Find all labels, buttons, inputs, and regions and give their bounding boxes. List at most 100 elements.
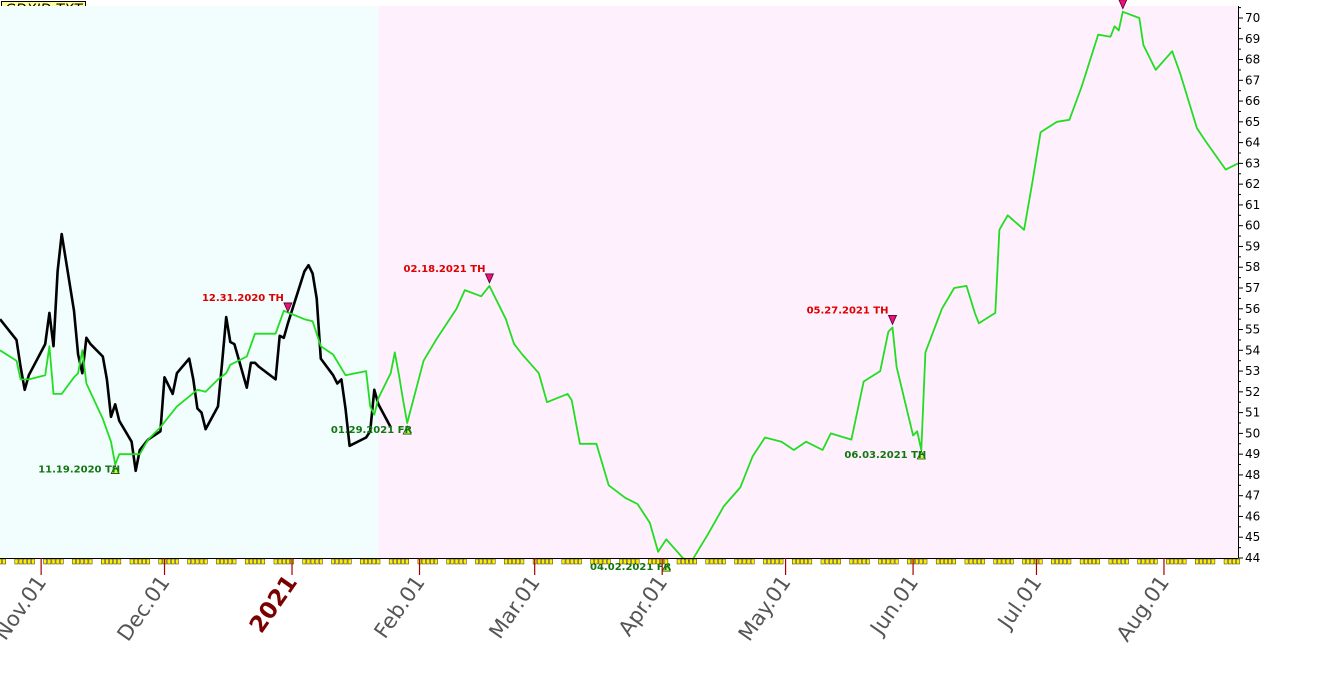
x-day-tick (175, 558, 179, 565)
x-tick-label: Jul.01 (992, 571, 1046, 635)
x-tick-label: Apr.01 (614, 571, 673, 640)
x-day-tick (833, 558, 837, 565)
x-day-tick (220, 558, 224, 565)
x-day-tick (771, 558, 776, 565)
x-day-tick (685, 558, 689, 565)
x-day-tick (109, 558, 113, 565)
peak-marker (283, 302, 293, 313)
x-day-tick (627, 558, 632, 565)
x-day-tick (792, 558, 796, 565)
y-tick-label: 54 (1245, 343, 1260, 357)
x-day-tick (508, 558, 512, 565)
peak-marker (887, 314, 898, 326)
peak-label: 07.22.2021 TH (1037, 0, 1119, 1)
x-day-tick (22, 558, 27, 565)
x-day-tick (1030, 558, 1035, 565)
x-day-tick (142, 558, 146, 565)
shaded-regions (0, 6, 1238, 558)
x-day-tick (101, 558, 105, 565)
x-day-tick (602, 558, 607, 565)
x-tick-label: Mar.01 (484, 571, 544, 643)
x-day-tick (191, 558, 196, 565)
x-day-tick (750, 558, 755, 565)
x-day-tick (1166, 558, 1170, 565)
x-day-tick (767, 558, 771, 565)
x-day-tick (545, 558, 549, 565)
x-day-tick (430, 558, 434, 565)
x-day-tick (1207, 558, 1212, 565)
x-day-tick (1125, 558, 1129, 565)
x-day-tick (742, 558, 747, 565)
x-day-tick (824, 558, 829, 565)
x-day-tick (565, 558, 570, 565)
x-day-tick (1199, 558, 1203, 565)
x-day-tick (1038, 558, 1043, 565)
x-day-tick (491, 558, 496, 565)
y-tick-label: 52 (1245, 385, 1260, 399)
turning-point-annotations: 11.19.2020 TH 12.31.2020 TH 01.29.2021 FR 0… (38, 0, 1128, 573)
x-day-tick (1182, 558, 1187, 565)
trough-marker (916, 450, 926, 460)
x-day-tick (1059, 558, 1063, 565)
y-tick-label: 68 (1245, 53, 1260, 67)
x-day-tick (1009, 558, 1014, 565)
x-day-tick (462, 558, 467, 565)
x-day-tick (1092, 558, 1096, 565)
turning-point-bottom: 04.02.2021 FR (590, 562, 672, 573)
x-day-tick (717, 558, 722, 565)
x-day-tick (853, 558, 858, 565)
x-day-tick (693, 558, 697, 565)
x-day-tick (88, 558, 93, 565)
y-tick-label: 65 (1245, 115, 1260, 129)
x-day-tick (907, 558, 911, 565)
x-day-tick (512, 558, 516, 565)
x-day-tick (224, 558, 229, 565)
x-day-tick (993, 558, 998, 565)
x-day-tick (664, 558, 669, 565)
x-day-tick (458, 558, 463, 565)
x-day-tick (676, 558, 681, 565)
x-tick-label: May.01 (734, 571, 796, 645)
x-day-tick (940, 558, 944, 565)
x-day-tick (964, 558, 969, 565)
x-day-tick (228, 558, 233, 565)
x-day-tick (590, 558, 595, 565)
x-day-tick (631, 558, 636, 565)
x-day-tick (158, 558, 163, 565)
x-day-tick (997, 558, 1002, 565)
x-day-tick (1195, 558, 1199, 565)
x-day-tick (84, 558, 89, 565)
turning-point-bottom: 01.29.2021 FR (331, 425, 413, 436)
x-day-tick (713, 558, 718, 565)
x-day-tick (434, 558, 438, 565)
x-day-tick (972, 558, 977, 565)
y-tick-label: 69 (1245, 32, 1260, 46)
x-day-tick (648, 558, 652, 565)
x-day-tick (1026, 558, 1031, 565)
y-tick-label: 58 (1245, 260, 1260, 274)
x-day-tick (561, 558, 566, 565)
x-day-tick (1121, 558, 1125, 565)
x-day-tick (1063, 558, 1068, 565)
x-day-tick (138, 558, 142, 565)
y-tick-label: 53 (1245, 364, 1260, 378)
y-tick-label: 44 (1245, 551, 1260, 565)
peak-label: 12.31.2020 TH (202, 293, 284, 304)
x-day-tick (890, 558, 895, 565)
y-tick-label: 60 (1245, 219, 1260, 233)
x-day-tick (244, 558, 249, 565)
x-day-tick (882, 558, 887, 565)
x-day-tick (680, 558, 685, 565)
x-day-tick (1084, 558, 1088, 565)
x-day-tick (14, 558, 19, 565)
x-day-tick (314, 558, 319, 565)
x-day-tick (948, 558, 952, 565)
x-tick-label: Nov.01 (0, 571, 51, 644)
y-tick-label: 64 (1245, 136, 1260, 150)
x-day-tick (1051, 558, 1055, 565)
x-day-tick (536, 558, 541, 565)
x-day-tick (1067, 558, 1072, 565)
y-tick-label: 47 (1245, 489, 1260, 503)
x-day-tick (253, 558, 257, 565)
x-day-tick (306, 558, 311, 565)
